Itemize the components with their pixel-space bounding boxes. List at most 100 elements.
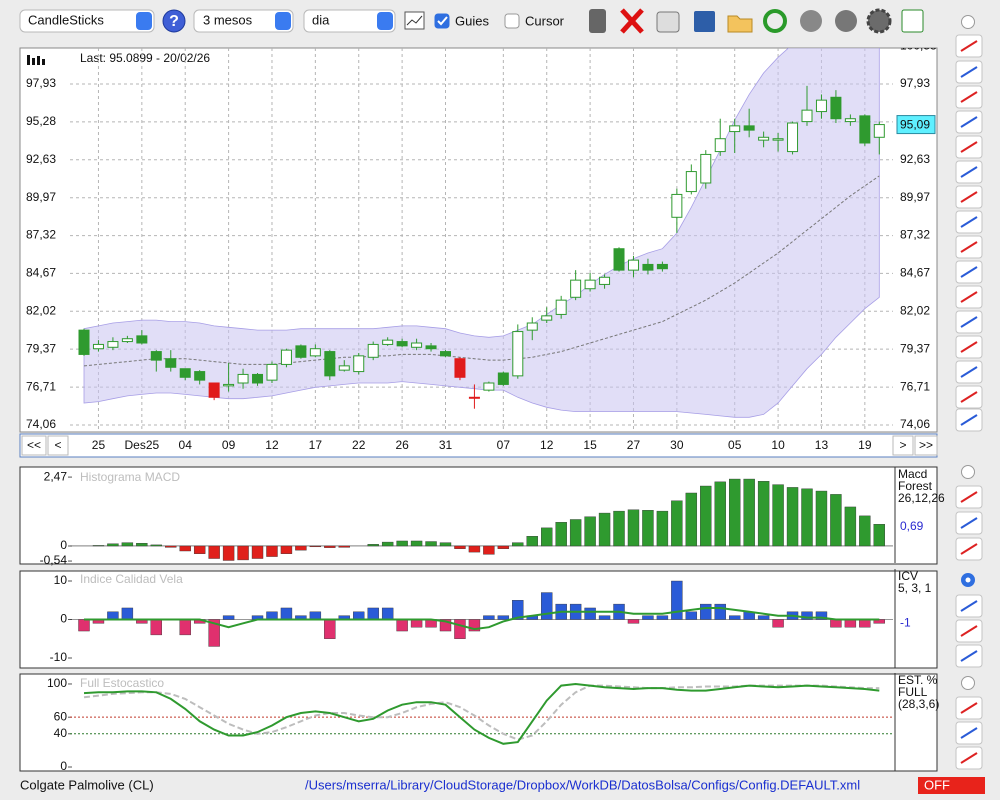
- histogram-bar: [743, 478, 755, 547]
- settings-icon[interactable]: [866, 8, 892, 34]
- candle-body: [382, 339, 394, 345]
- chart-type-select[interactable]: [19, 9, 155, 33]
- histogram-bar: [483, 615, 495, 620]
- y-tick-label-right: 97,93: [900, 76, 930, 90]
- nav-next[interactable]: [892, 435, 914, 456]
- cursor-label: Cursor: [525, 13, 565, 28]
- candle-body: [295, 345, 307, 358]
- tool-glyph: [960, 141, 978, 153]
- tool-glyph: [960, 491, 978, 503]
- interval-text: dia: [312, 12, 330, 27]
- x-tick-label: 19: [858, 438, 872, 452]
- indicator-panels: Histograma MACD2,470-0,54MacdForest26,12…: [40, 467, 945, 773]
- histogram-bar: [685, 611, 698, 620]
- candle-body: [179, 368, 191, 378]
- histogram-bar: [439, 542, 452, 547]
- x-tick-label: 31: [439, 438, 453, 452]
- trash-icon[interactable]: [589, 9, 606, 33]
- histogram-bar: [208, 619, 220, 647]
- candle-body: [338, 365, 350, 371]
- histogram-bar: [512, 542, 524, 547]
- histogram-bar: [844, 506, 857, 547]
- calendar-icon[interactable]: [901, 9, 924, 33]
- chart-icon[interactable]: [404, 11, 425, 30]
- config-path[interactable]: /Users/mserra/Library/CloudStorage/Dropb…: [305, 777, 860, 792]
- histogram-bar: [338, 545, 350, 548]
- nav-last[interactable]: [914, 435, 938, 456]
- symbol-name: Colgate Palmolive (CL): [20, 777, 154, 792]
- print-icon[interactable]: [656, 11, 680, 33]
- histogram-bar: [598, 615, 611, 620]
- nav-prev[interactable]: [47, 435, 69, 456]
- candle-body: [700, 153, 712, 184]
- histogram-bar: [584, 607, 596, 620]
- help-button[interactable]: [162, 9, 186, 33]
- histogram-bar: [685, 492, 698, 547]
- candle-body: [440, 351, 451, 357]
- histogram-bar: [454, 619, 466, 639]
- nav-prev-text: <: [54, 438, 61, 452]
- x-tick-label: 12: [265, 438, 279, 452]
- panel-radio[interactable]: [961, 465, 975, 479]
- histogram-bar: [222, 615, 235, 620]
- select-arrow: [136, 12, 152, 30]
- histogram-bar: [266, 611, 278, 620]
- histogram-bar: [714, 481, 726, 547]
- histogram-bar: [280, 545, 293, 554]
- histogram-bar: [671, 500, 683, 547]
- histogram-bar: [714, 603, 726, 620]
- panel-radio[interactable]: [961, 676, 975, 690]
- logo-bar: [42, 59, 45, 65]
- x-tick-label: 09: [222, 438, 236, 452]
- histogram-bar: [136, 542, 148, 547]
- histogram-bar: [555, 522, 567, 547]
- histogram-bar: [150, 544, 163, 547]
- y-tick-label: 40: [54, 726, 68, 740]
- histogram-bar: [627, 509, 640, 547]
- histogram-bar: [266, 545, 278, 557]
- y-tick-label: -0,54: [40, 553, 68, 567]
- histogram-bar: [165, 545, 177, 548]
- interval-select[interactable]: [303, 9, 396, 33]
- y-tick-label: 0: [60, 538, 67, 552]
- stoch-k-line: [83, 682, 880, 745]
- tool-glyph: [960, 116, 978, 128]
- candle-body: [252, 373, 264, 384]
- save-icon[interactable]: [694, 11, 715, 32]
- state-badge[interactable]: [918, 777, 985, 794]
- guides-checkbox[interactable]: [434, 13, 450, 29]
- candle-body: [107, 341, 119, 348]
- cursor-checkbox[interactable]: [504, 13, 520, 29]
- histogram-bar: [671, 580, 683, 620]
- histogram-bar: [830, 494, 842, 547]
- candle-body: [353, 355, 365, 373]
- y-tick-label: 74,06: [26, 417, 56, 431]
- panel-title: Histograma MACD: [80, 470, 180, 484]
- nav-first[interactable]: [21, 435, 47, 456]
- indicator-label: 26,12,26: [898, 491, 945, 505]
- x-tick-label: 04: [179, 438, 193, 452]
- open-icon[interactable]: [727, 15, 753, 33]
- histogram-bar: [801, 488, 813, 547]
- dollar-icon[interactable]: [800, 10, 822, 32]
- state-text: OFF: [924, 777, 950, 792]
- select-arrow: [377, 12, 393, 30]
- candle-body: [830, 96, 842, 120]
- candle-body: [92, 343, 104, 350]
- refresh-icon[interactable]: [763, 9, 787, 33]
- price-right-axis: 100,5897,9395,2892,6389,9787,3284,6782,0…: [900, 48, 937, 431]
- histogram-bar: [757, 615, 770, 620]
- moving-average: [83, 175, 880, 367]
- euro-icon[interactable]: [835, 10, 857, 32]
- candle-body: [627, 259, 639, 271]
- delete-icon[interactable]: [620, 8, 644, 34]
- current-value: 0,69: [900, 519, 924, 533]
- histogram-bar: [107, 611, 119, 620]
- radio-button[interactable]: [961, 15, 975, 29]
- histogram-bar: [92, 545, 105, 547]
- x-tick-label: 10: [771, 438, 785, 452]
- nav-first-text: <<: [27, 438, 41, 452]
- y-tick-label: 0: [60, 759, 67, 773]
- histogram-bar: [729, 615, 741, 620]
- period-select[interactable]: [193, 9, 294, 33]
